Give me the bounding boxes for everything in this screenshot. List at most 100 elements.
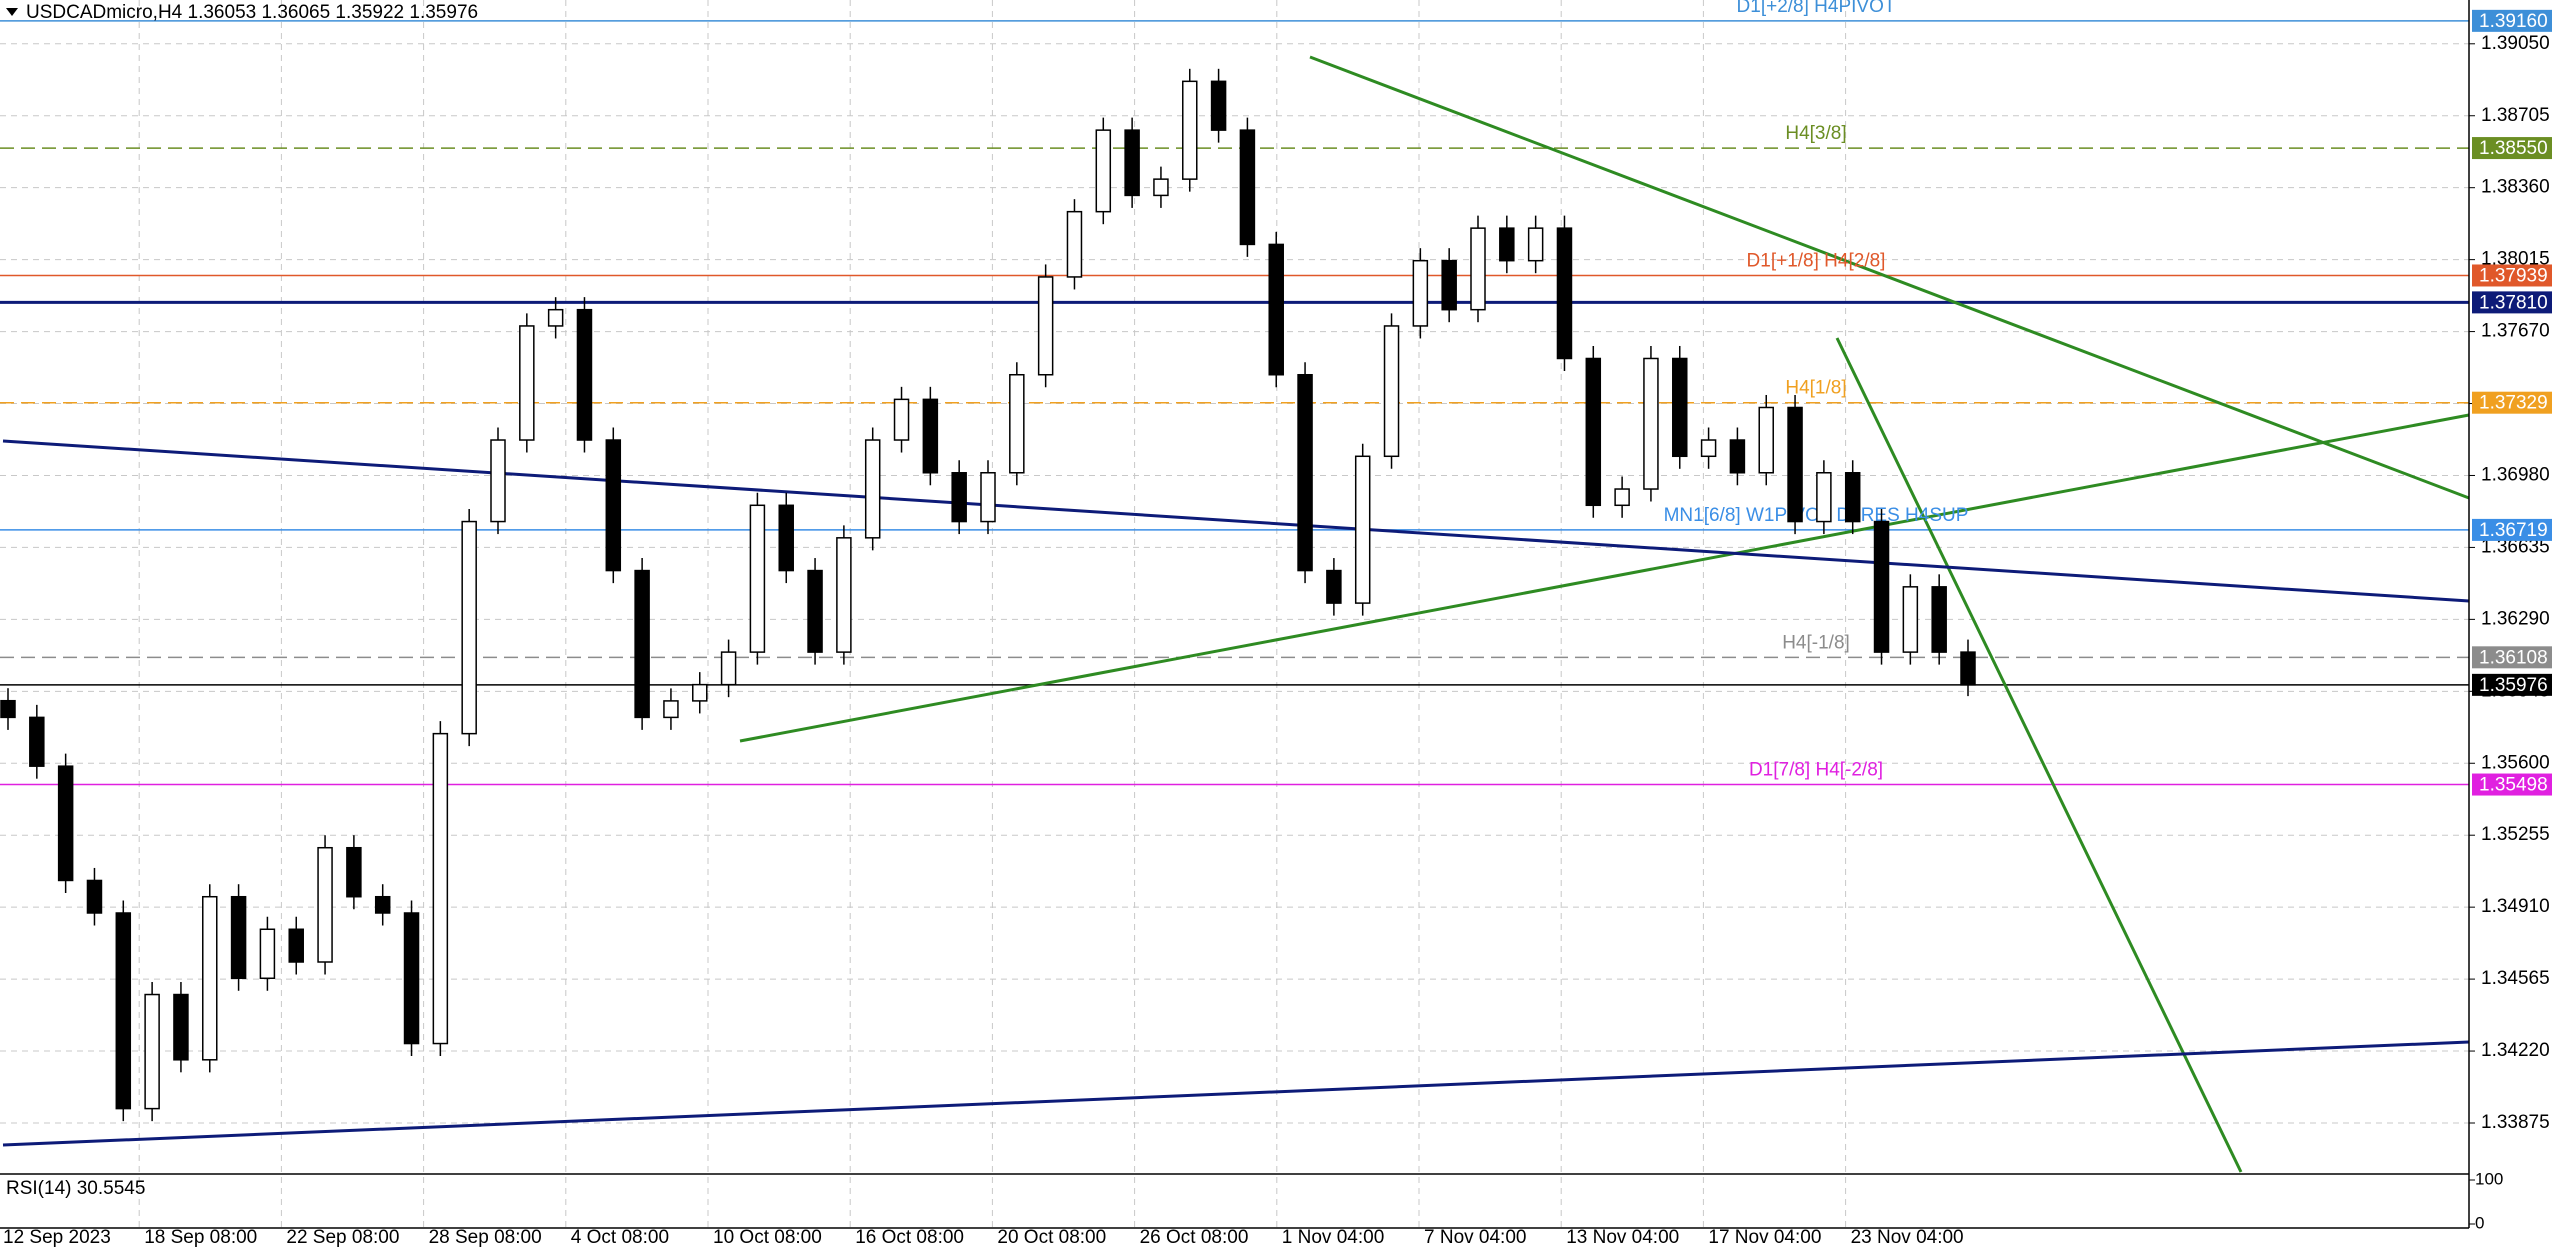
- x-tick-label: 28 Sep 08:00: [429, 1227, 542, 1248]
- y-tick-label: 1.38360: [2481, 177, 2550, 198]
- trendline: [2, 439, 2470, 603]
- candle-body: [144, 993, 160, 1110]
- level-annotation: D1[7/8] H4[-2/8]: [1749, 760, 1883, 781]
- candle-body: [1441, 259, 1457, 311]
- candle-body: [836, 537, 852, 653]
- candle-body: [864, 439, 881, 539]
- candle-body: [1383, 325, 1400, 458]
- candle-body: [461, 520, 477, 735]
- candle-body: [1902, 586, 1919, 653]
- level-annotation: H4[-1/8]: [1782, 632, 1850, 653]
- candle-body: [1729, 439, 1746, 474]
- y-tick-label: 1.33875: [2481, 1112, 2550, 1133]
- candle-body: [1412, 259, 1429, 327]
- x-tick-label: 22 Sep 08:00: [286, 1227, 399, 1248]
- x-tick-label: 23 Nov 04:00: [1851, 1227, 1964, 1248]
- y-tick-label: 1.35600: [2481, 752, 2550, 773]
- candle-body: [1095, 129, 1112, 213]
- candle-body: [1009, 373, 1025, 474]
- candle-body: [720, 651, 737, 686]
- trendlines: [2, 55, 2470, 1173]
- indicator-label: RSI(14) 30.5545: [6, 1178, 145, 1199]
- candle-body: [576, 308, 593, 441]
- candle-body: [893, 398, 910, 441]
- level-price-box: [2472, 137, 2552, 160]
- candle-body: [288, 928, 304, 963]
- candle-body: [663, 700, 679, 719]
- level-price-label: 1.36719: [2479, 520, 2548, 541]
- candle-body: [1700, 439, 1717, 458]
- candle-body: [1844, 472, 1861, 523]
- level-price-label: 1.37939: [2479, 265, 2548, 286]
- x-tick-label: 13 Nov 04:00: [1566, 1227, 1679, 1248]
- level-price-label: 1.37329: [2479, 393, 2548, 414]
- y-tick-label: 1.35255: [2481, 824, 2550, 845]
- level-annotation: H4[3/8]: [1785, 123, 1846, 144]
- y-tick-label: 1.34565: [2481, 968, 2550, 989]
- candle-body: [1643, 357, 1659, 490]
- candle-body: [0, 699, 16, 719]
- x-tick-label: 20 Oct 08:00: [997, 1227, 1106, 1248]
- level-price-box: [2472, 518, 2552, 541]
- candle-body: [259, 928, 276, 980]
- candle-body: [519, 325, 535, 441]
- y-tick-label: 1.34220: [2481, 1040, 2550, 1061]
- level-price-box: [2472, 291, 2552, 314]
- candle-body: [1239, 129, 1256, 246]
- y-tick-label: 1.38705: [2481, 105, 2550, 126]
- level-price-label: 1.38550: [2479, 138, 2548, 159]
- candle-body: [1787, 406, 1803, 523]
- candle-body: [634, 569, 650, 719]
- candle-body: [1614, 488, 1630, 507]
- level-price-label: 1.35498: [2479, 775, 2548, 796]
- candle-body: [922, 398, 939, 474]
- candle-body: [605, 439, 622, 572]
- candle-body: [403, 912, 420, 1045]
- candle-body: [807, 569, 823, 653]
- level-price-label: 1.37810: [2479, 292, 2548, 313]
- x-tick-label: 26 Oct 08:00: [1140, 1227, 1249, 1248]
- candle-body: [1499, 227, 1515, 262]
- candle-body: [29, 716, 45, 767]
- candle-body: [1816, 472, 1832, 523]
- candle-body: [86, 879, 103, 914]
- level-price-box: [2472, 391, 2552, 414]
- x-tick-label: 12 Sep 2023: [3, 1227, 111, 1248]
- candle-body: [778, 504, 794, 572]
- y-tick-label: 1.34910: [2481, 896, 2550, 917]
- candle-body: [1297, 373, 1313, 572]
- y-tick-label: 1.36635: [2481, 536, 2550, 557]
- candle-body: [1873, 520, 1890, 653]
- level-annotation: MN1[6/8] W1PIVOT D1RES H4SUP: [1664, 505, 1969, 526]
- y-tick-label: 1.36290: [2481, 608, 2550, 629]
- x-tick-label: 18 Sep 08:00: [144, 1227, 257, 1248]
- candle-body: [490, 439, 506, 523]
- candle-body: [1470, 227, 1486, 311]
- candle-body: [1672, 357, 1688, 458]
- candle-body: [1153, 178, 1169, 197]
- candle-body: [1268, 243, 1284, 376]
- y-tick-label: 1.37670: [2481, 321, 2550, 342]
- level-price-label: 1.35976: [2479, 675, 2548, 696]
- x-tick-label: 1 Nov 04:00: [1282, 1227, 1384, 1248]
- level-price-box: [2472, 646, 2552, 669]
- candle-body: [115, 912, 132, 1110]
- x-tick-label: 17 Nov 04:00: [1708, 1227, 1821, 1248]
- candle-body: [980, 472, 996, 523]
- candle-body: [1556, 227, 1573, 360]
- candle-body: [547, 308, 564, 327]
- level-price-box: [2472, 9, 2552, 32]
- candle-body: [1210, 80, 1227, 131]
- candle-body: [1758, 406, 1774, 474]
- rsi-tick-label: 100: [2475, 1169, 2503, 1188]
- y-tick-label: 1.36980: [2481, 464, 2550, 485]
- level-price-label: 1.36108: [2479, 647, 2548, 668]
- menu-arrow[interactable]: [6, 8, 18, 16]
- x-tick-label: 4 Oct 08:00: [571, 1227, 669, 1248]
- y-tick-label: 1.39050: [2481, 33, 2550, 54]
- candle-body: [951, 472, 967, 523]
- trendline: [2, 1040, 2470, 1147]
- candle-body: [374, 895, 391, 914]
- trendline: [1309, 55, 2470, 500]
